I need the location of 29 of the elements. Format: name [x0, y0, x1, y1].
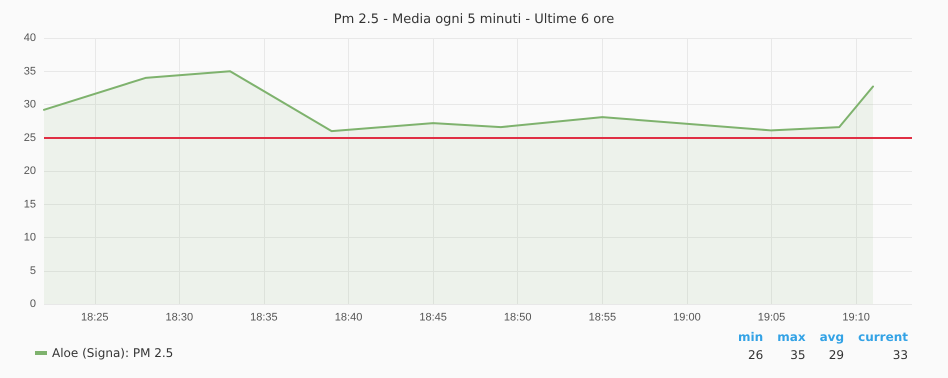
text: current [858, 330, 908, 344]
legend-label: Aloe (Signa): PM 2.5 [52, 346, 174, 360]
y-tick-label: 25 [24, 132, 36, 144]
y-tick-label: 40 [24, 32, 36, 44]
text: max [777, 330, 806, 344]
y-tick-label: 30 [24, 98, 36, 110]
x-tick-label: 18:25 [80, 312, 109, 324]
y-tick-label: 15 [24, 198, 36, 210]
x-tick-label: 19:00 [673, 312, 701, 324]
y-tick-label: 5 [30, 264, 36, 277]
x-tick-label: 18:50 [504, 312, 532, 324]
x-tick-label: 18:55 [588, 312, 616, 324]
chart-title: Pm 2.5 - Media ogni 5 minuti - Ultime 6 ore [334, 12, 614, 27]
y-tick-label: 10 [24, 232, 36, 244]
x-tick-label: 18:35 [250, 312, 278, 324]
text: 29 [828, 348, 844, 362]
text: 26 [746, 348, 764, 362]
y-tick-label: 35 [24, 65, 36, 78]
text: avg [820, 330, 844, 344]
text: 33 [892, 348, 908, 362]
x-tick-label: 19:10 [842, 312, 870, 324]
x-tick-label: 19:05 [758, 312, 786, 324]
text: 35 [789, 348, 806, 362]
y-tick-label: 20 [24, 165, 36, 177]
y-tick-label: 0 [30, 298, 36, 310]
x-tick-label: 18:30 [166, 312, 194, 324]
x-tick-label: 18:45 [419, 312, 447, 324]
x-tick-label: 18:40 [334, 312, 362, 324]
text: min [738, 330, 764, 344]
